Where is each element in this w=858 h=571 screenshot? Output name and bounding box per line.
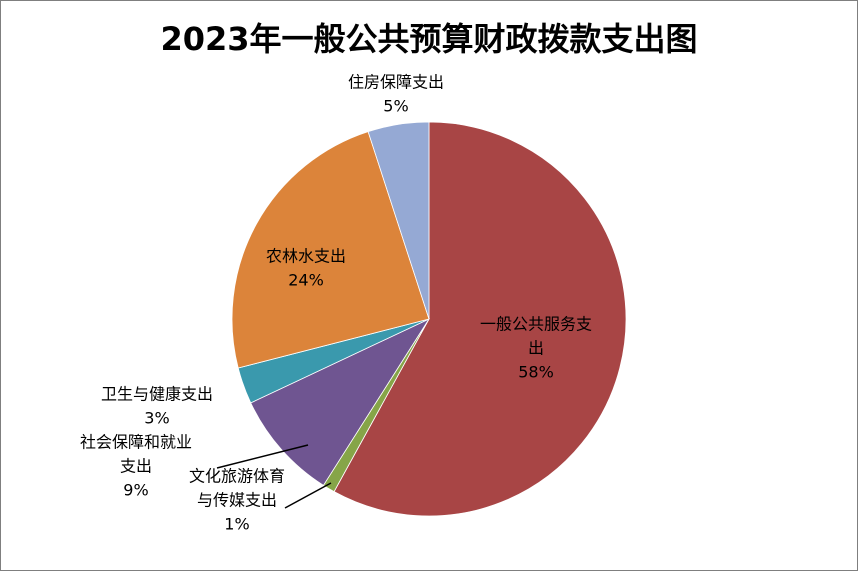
pie-slice-3 [250,318,431,486]
slice-percent-label: 9% [123,481,148,500]
slice-category-label: 与传媒支出 [197,491,277,510]
pie-slice-1 [333,121,627,517]
leader-lines [216,444,332,509]
slice-category-label: 卫生与健康支出 [101,385,213,404]
slice-category-label: 支出 [120,457,152,476]
leader-line [284,482,332,509]
slice-percent-label: 24% [288,271,324,290]
slice-category-label: 住房保障支出 [348,73,444,92]
slice-percent-label: 5% [383,97,408,116]
slice-category-label: 农林水支出 [266,247,346,266]
slice-percent-label: 58% [518,363,554,382]
slice-category-label: 社会保障和就业 [80,433,192,452]
slice-percent-label: 3% [144,409,169,428]
slice-category-label: 一般公共服务支 [480,315,592,334]
leader-line [216,444,309,469]
pie-slices [231,121,627,517]
slice-percent-label: 1% [224,515,249,534]
pie-slice-6 [367,121,430,320]
slice-category-label: 文化旅游体育 [189,467,285,486]
chart-title: 2023年一般公共预算财政拨款支出图 [160,20,698,58]
slice-category-label: 出 [528,339,544,358]
pie-slice-5 [231,131,430,369]
